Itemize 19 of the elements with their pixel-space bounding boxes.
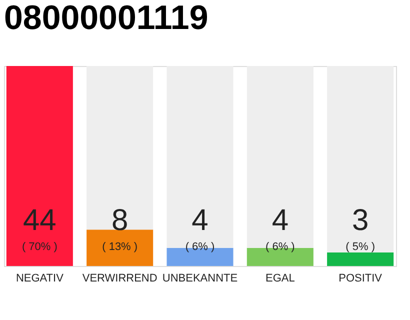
bar [327,66,394,252]
x-tick-label: POSITIV [338,272,383,284]
x-tick-label: NEGATIV [16,272,64,284]
data-label: 44 [22,204,56,237]
chart-title: 08000001119 [4,0,208,37]
x-tick-label: EGAL [265,272,295,284]
annotation: ( 70% ) [22,241,58,253]
data-label: 4 [192,204,208,237]
data-label: 8 [111,204,128,237]
bar [327,252,394,266]
bar [86,66,154,230]
annotation: ( 5% ) [346,241,375,253]
annotation: ( 13% ) [102,241,138,253]
x-tick-label: VERWIRREND [82,272,158,284]
data-label: 4 [272,204,289,237]
bar [86,230,154,266]
x-tick-label: UNBEKANNTE [162,272,238,284]
data-label: 3 [352,204,369,237]
bar [6,66,73,266]
